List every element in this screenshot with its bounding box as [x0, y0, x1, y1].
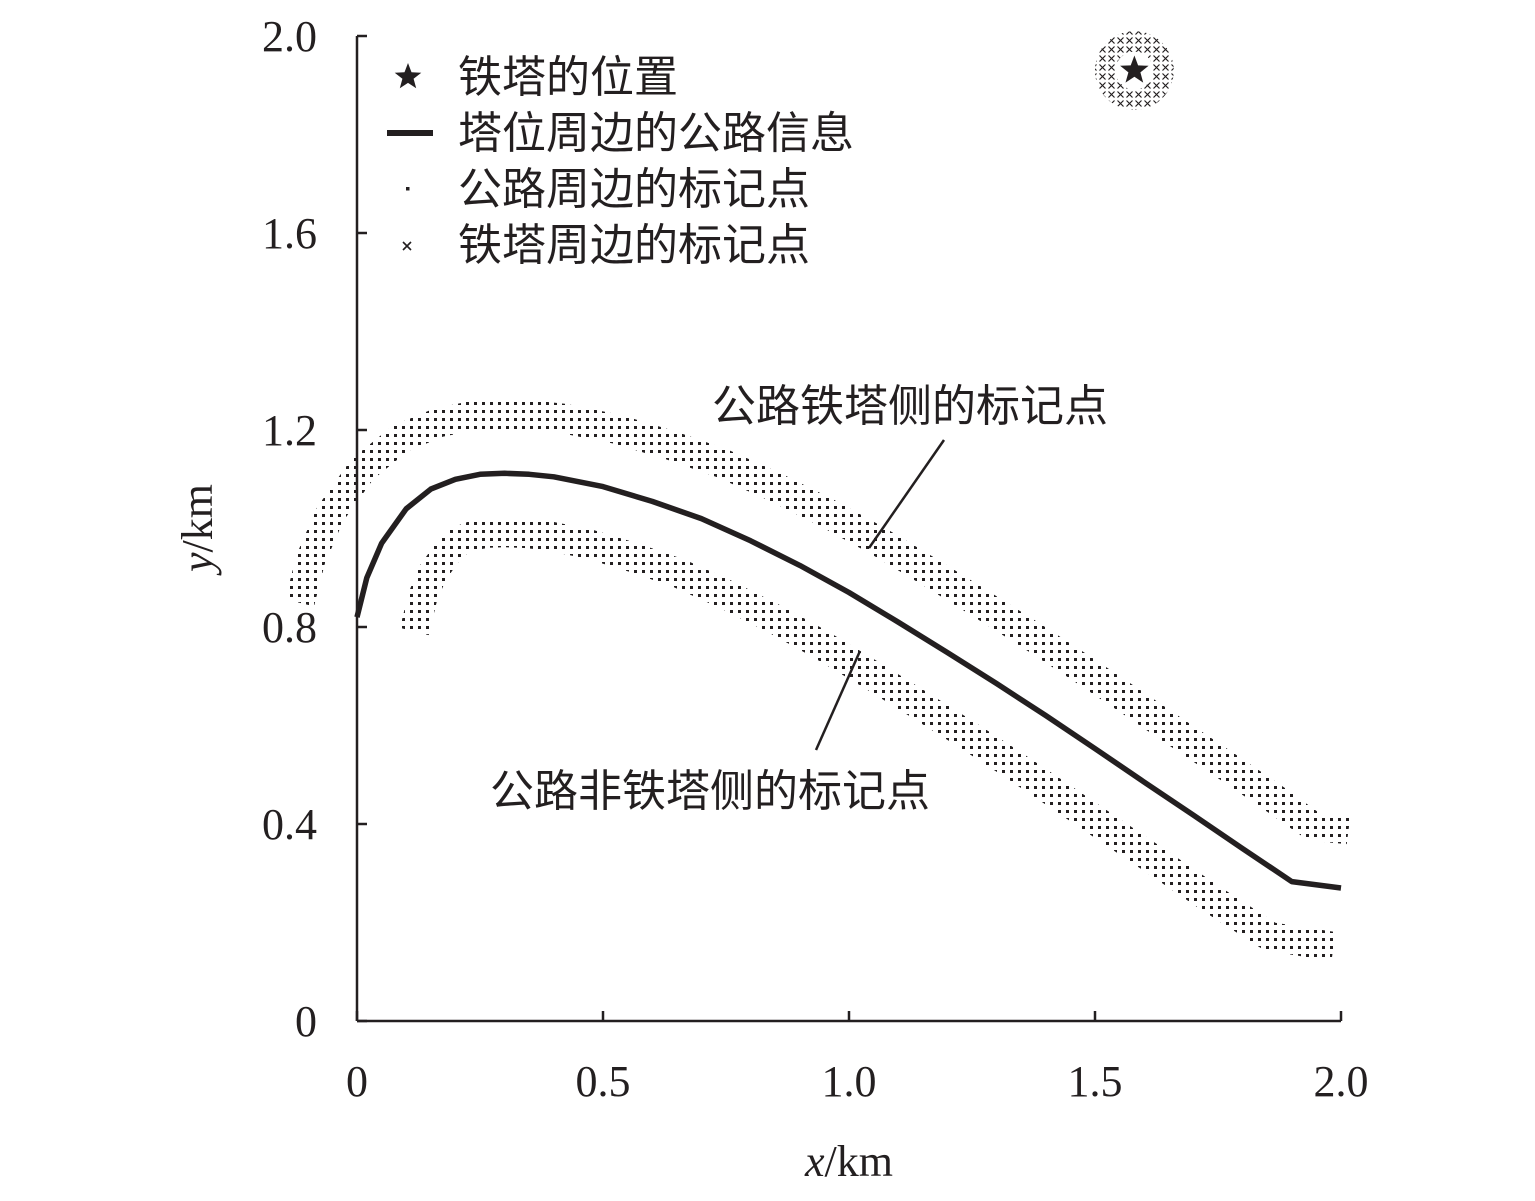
legend-star-icon: [394, 63, 422, 89]
x-tick-label: 0.5: [576, 1057, 631, 1106]
y-tick-label: 2.0: [262, 12, 317, 61]
tower-group: [1094, 31, 1174, 110]
legend-label-tower: 铁塔的位置: [458, 52, 678, 103]
y-tick-label: 0.8: [262, 603, 317, 652]
marker-bands: [285, 399, 1351, 962]
annotation-leader-upper: [867, 439, 946, 549]
legend-cross-icon: [402, 241, 412, 251]
x-axis-title: x/km: [804, 1137, 893, 1186]
y-axis-unit: /km: [173, 484, 222, 552]
annotation-lower: 公路非铁塔侧的标记点: [490, 766, 930, 817]
x-tick-label: 1.0: [822, 1057, 877, 1106]
legend-dot-icon: [406, 187, 410, 191]
y-tick-label: 0.4: [262, 800, 317, 849]
x-axis-unit: /km: [825, 1137, 893, 1186]
y-axis-title: y/km: [173, 484, 222, 576]
y-tick-label: 1.2: [262, 406, 317, 455]
y-axis-var: y: [173, 552, 222, 576]
lower-marker-band: [400, 517, 1336, 962]
road-series: [354, 470, 1342, 891]
x-tick-label: 2.0: [1314, 1057, 1369, 1106]
road-line: [354, 470, 1342, 891]
x-tick-label: 0: [346, 1057, 368, 1106]
x-axis-var: x: [804, 1137, 825, 1186]
legend-label-road-markers: 公路周边的标记点: [458, 164, 810, 215]
legend: 铁塔的位置 塔位周边的公路信息 公路周边的标记点 铁塔周边的标记点: [387, 52, 854, 271]
x-tick-label: 1.5: [1068, 1057, 1123, 1106]
legend-label-tower-markers: 铁塔周边的标记点: [458, 220, 810, 271]
y-tick-label: 0: [295, 997, 317, 1046]
annotation-upper: 公路铁塔侧的标记点: [712, 381, 1108, 432]
y-tick-label: 1.6: [262, 209, 317, 258]
axis-ticks: 0 0.5 1.0 1.5 2.0 0 0.4 0.8 1.2 1.6 2.0: [262, 12, 1369, 1106]
upper-marker-band: [285, 399, 1351, 845]
annotation-leader-lower: [814, 650, 862, 751]
tower-star-icon: [1120, 55, 1149, 83]
legend-label-road: 塔位周边的公路信息: [458, 108, 854, 159]
